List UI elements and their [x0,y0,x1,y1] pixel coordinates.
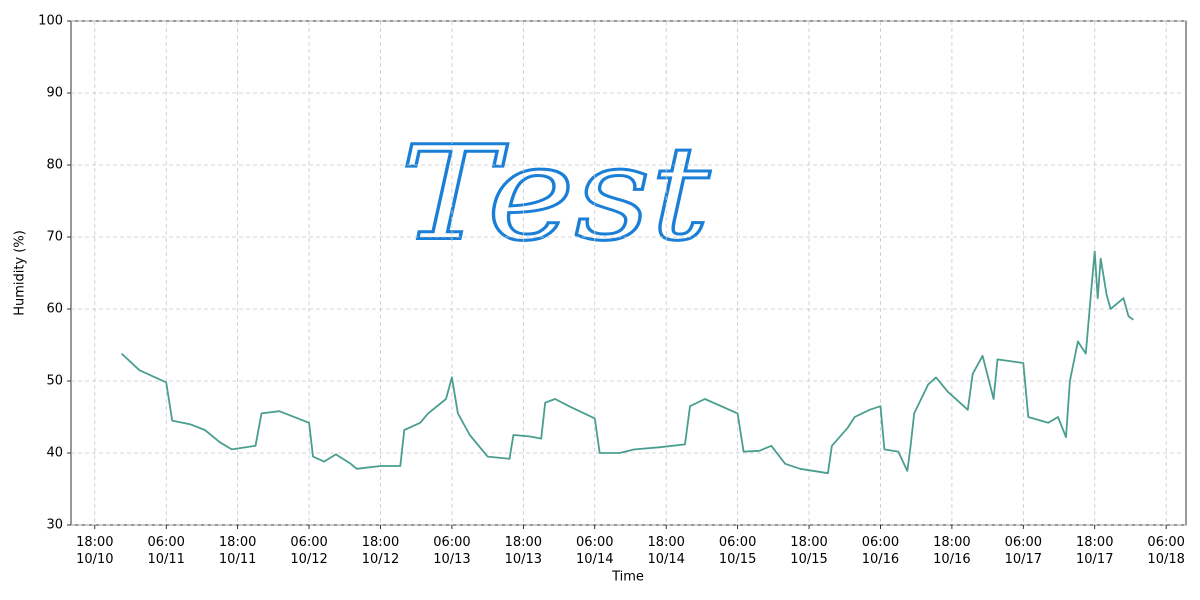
x-tick-label: 18:00 10/17 [1076,535,1113,567]
x-tick-label: 06:00 10/14 [576,535,613,567]
x-tick-label: 06:00 10/13 [433,535,470,567]
x-tick-label: 06:00 10/18 [1147,535,1184,567]
x-tick-label: 18:00 10/10 [76,535,113,567]
x-tick-label: 06:00 10/15 [719,535,756,567]
x-tick-label: 06:00 10/12 [290,535,327,567]
x-tick-label: 06:00 10/11 [147,535,184,567]
x-tick-label: 18:00 10/14 [647,535,684,567]
x-tick-label: 18:00 10/16 [933,535,970,567]
plot-frame [70,20,1187,526]
y-tick-label: 30 [46,518,63,533]
y-tick-label: 40 [46,446,63,461]
handwritten-annotation: Test [400,118,711,270]
y-tick-label: 90 [46,86,63,101]
x-tick-label: 06:00 10/17 [1005,535,1042,567]
y-axis-label: Humidity (%) [13,230,28,316]
x-tick-label: 18:00 10/12 [362,535,399,567]
y-tick-label: 80 [46,158,63,173]
data-line [120,250,1134,475]
y-tick-label: 70 [46,230,63,245]
x-tick-label: 06:00 10/16 [862,535,899,567]
y-tick-label: 50 [46,374,63,389]
x-tick-label: 18:00 10/15 [790,535,827,567]
y-tick-label: 60 [46,302,63,317]
x-axis-label: Time [611,570,644,585]
y-tick-label: 100 [38,14,63,29]
x-tick-label: 18:00 10/11 [219,535,256,567]
x-tick-label: 18:00 10/13 [505,535,542,567]
